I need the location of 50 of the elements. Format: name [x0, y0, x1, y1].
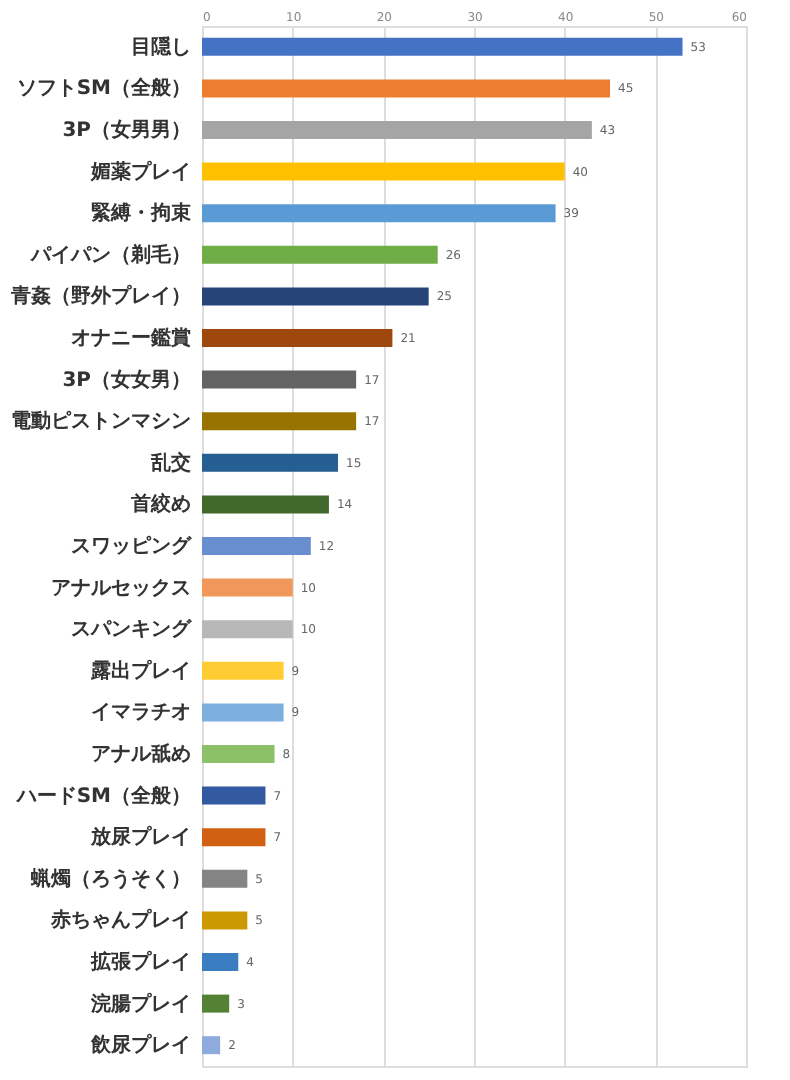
y-tick-label: 緊縛・拘束 — [91, 201, 191, 226]
y-tick-label: 浣腸プレイ — [89, 991, 191, 1016]
bar — [202, 953, 239, 971]
bar — [202, 287, 429, 306]
y-tick-label: 目隠し — [131, 34, 191, 59]
y-tick-label: スパンキング — [71, 617, 193, 642]
bar — [202, 245, 438, 264]
y-tick-label: 飲尿プレイ — [89, 1033, 191, 1058]
y-tick-label: アナルセックス — [51, 577, 191, 600]
y-tick-label: 青姦（野外プレイ） — [9, 284, 191, 309]
bar — [202, 745, 275, 763]
y-tick-label: ソフトSM（全般） — [16, 76, 191, 101]
y-tick-label: パイパン（剃毛） — [29, 242, 191, 267]
bar — [202, 162, 565, 181]
y-tick-label: 媚薬プレイ — [89, 159, 191, 184]
y-tick-label: 乱交 — [149, 450, 191, 475]
bar — [202, 37, 683, 56]
bar — [202, 703, 284, 722]
bar — [202, 412, 357, 431]
bar — [202, 453, 338, 472]
bar — [202, 370, 357, 389]
bar — [202, 537, 311, 555]
bar — [202, 1036, 221, 1055]
y-tick-label: オナニー鑑賞 — [71, 326, 191, 350]
bar — [202, 869, 248, 888]
bar — [202, 79, 610, 98]
bar — [202, 578, 293, 597]
bar — [202, 911, 248, 930]
y-tick-label: スワッピング — [71, 534, 193, 558]
y-tick-label: 赤ちゃんプレイ — [49, 908, 191, 933]
y-tick-label: 露出プレイ — [89, 658, 191, 683]
bar — [202, 994, 230, 1013]
bar — [202, 121, 592, 139]
y-tick-label: 3P（女男男） — [62, 118, 191, 142]
y-tick-label: 放尿プレイ — [89, 825, 191, 850]
bar — [202, 495, 329, 514]
y-tick-label: 首絞め — [129, 492, 191, 517]
y-tick-label: 拡張プレイ — [89, 950, 191, 974]
y-tick-label: 蝋燭（ろうそく） — [29, 866, 191, 891]
y-tick-label: ハードSM（全般） — [14, 783, 191, 808]
bar — [202, 828, 266, 847]
y-tick-label: 電動ピストンマシン — [11, 409, 191, 434]
bar — [202, 204, 556, 223]
bar — [202, 620, 293, 639]
bar — [202, 329, 393, 347]
bar — [202, 786, 266, 805]
y-tick-label: アナル舐め — [91, 742, 191, 766]
bar — [202, 661, 284, 680]
y-tick-label: イマラチオ — [91, 702, 191, 725]
y-tick-label: 3P（女女男） — [62, 367, 191, 392]
